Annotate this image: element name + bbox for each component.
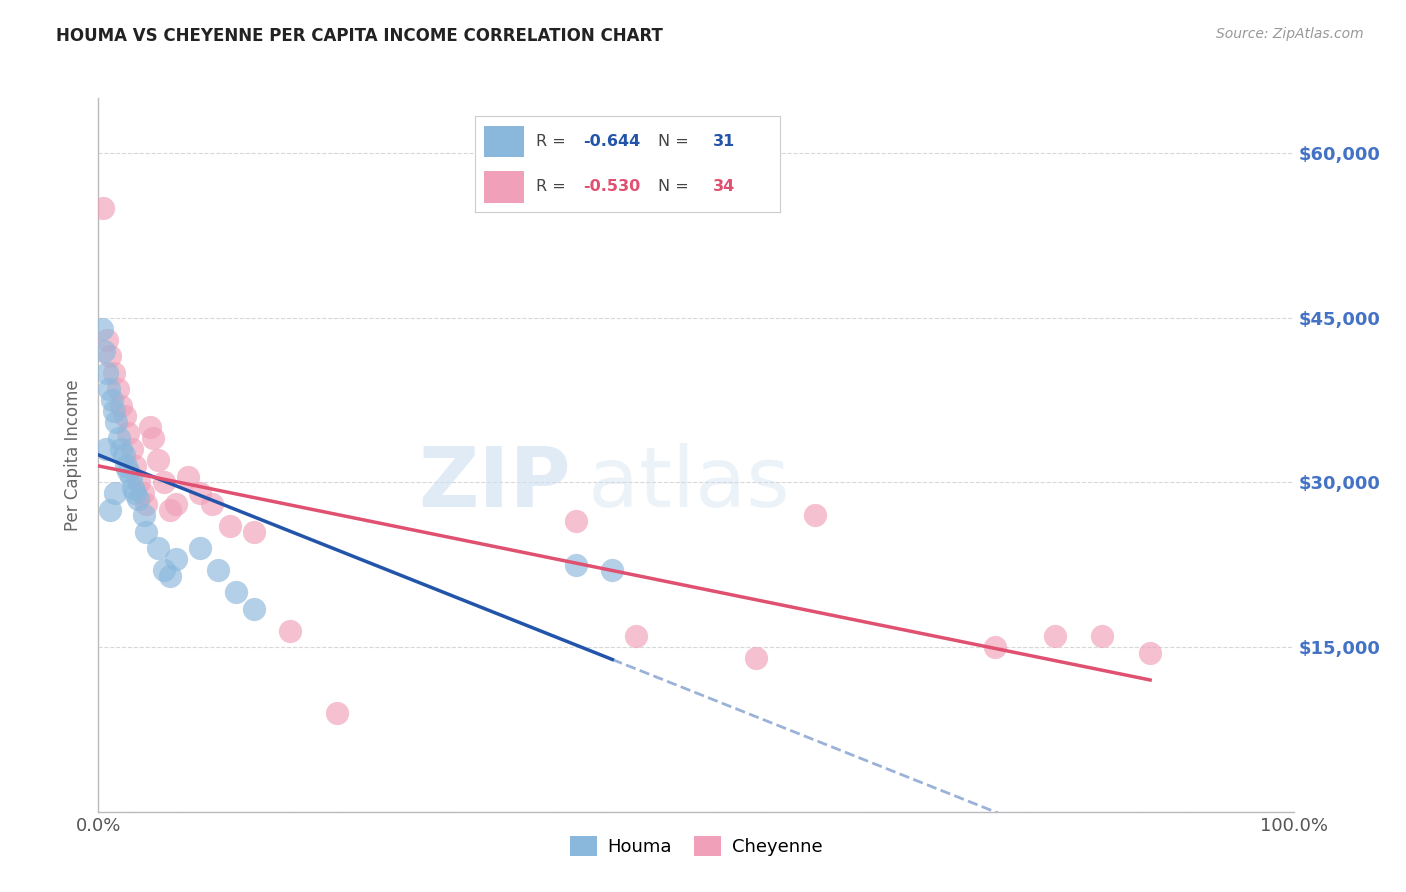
Point [243, 601, 266, 615]
Point [122, 481, 145, 495]
Y-axis label: Per Capita Income: Per Capita Income [65, 379, 83, 531]
Point [105, 415, 128, 429]
Point [91, 201, 114, 215]
Point [219, 519, 242, 533]
Point [107, 382, 129, 396]
Point [98, 349, 122, 363]
Point [148, 541, 170, 556]
Point [98, 503, 122, 517]
Point [110, 399, 132, 413]
Point [132, 508, 155, 523]
Text: atlas: atlas [588, 443, 790, 524]
Point [153, 563, 176, 577]
Point [112, 448, 135, 462]
Point [124, 458, 146, 473]
Point [96, 333, 118, 347]
Point [114, 409, 136, 424]
Point [100, 392, 122, 407]
Point [804, 508, 827, 523]
Point [225, 585, 247, 599]
Text: ZIP: ZIP [418, 443, 571, 524]
Point [103, 366, 125, 380]
Point [159, 503, 181, 517]
Point [121, 442, 143, 457]
Point [153, 475, 176, 490]
Point [103, 404, 125, 418]
Text: Source: ZipAtlas.com: Source: ZipAtlas.com [1216, 27, 1364, 41]
Point [148, 453, 170, 467]
Point [201, 497, 224, 511]
Point [188, 486, 211, 500]
Point [142, 432, 165, 446]
Point [91, 321, 114, 335]
Point [117, 464, 139, 478]
Point [135, 497, 157, 511]
Point [104, 486, 127, 500]
Point [1139, 646, 1161, 660]
Point [93, 343, 115, 358]
Point [120, 470, 142, 484]
Point [243, 524, 266, 539]
Point [207, 563, 229, 577]
Point [984, 640, 1007, 654]
Point [159, 568, 181, 582]
Point [135, 524, 157, 539]
Point [188, 541, 211, 556]
Point [107, 432, 129, 446]
Legend: Houma, Cheyenne: Houma, Cheyenne [562, 829, 830, 863]
Point [1091, 629, 1114, 643]
Text: HOUMA VS CHEYENNE PER CAPITA INCOME CORRELATION CHART: HOUMA VS CHEYENNE PER CAPITA INCOME CORR… [56, 27, 664, 45]
Point [131, 486, 153, 500]
Point [115, 458, 138, 473]
Point [326, 706, 349, 720]
Point [565, 514, 588, 528]
Point [94, 442, 117, 457]
Point [602, 563, 624, 577]
Point [139, 420, 162, 434]
Point [177, 470, 200, 484]
Point [98, 382, 121, 396]
Point [745, 651, 768, 665]
Point [128, 475, 150, 490]
Point [1043, 629, 1066, 643]
Point [626, 629, 648, 643]
Point [127, 491, 149, 506]
Point [117, 425, 139, 440]
Point [165, 552, 187, 566]
Point [124, 486, 146, 500]
Point [565, 558, 588, 572]
Point [165, 497, 187, 511]
Point [110, 442, 132, 457]
Point [96, 366, 118, 380]
Point [278, 624, 301, 638]
